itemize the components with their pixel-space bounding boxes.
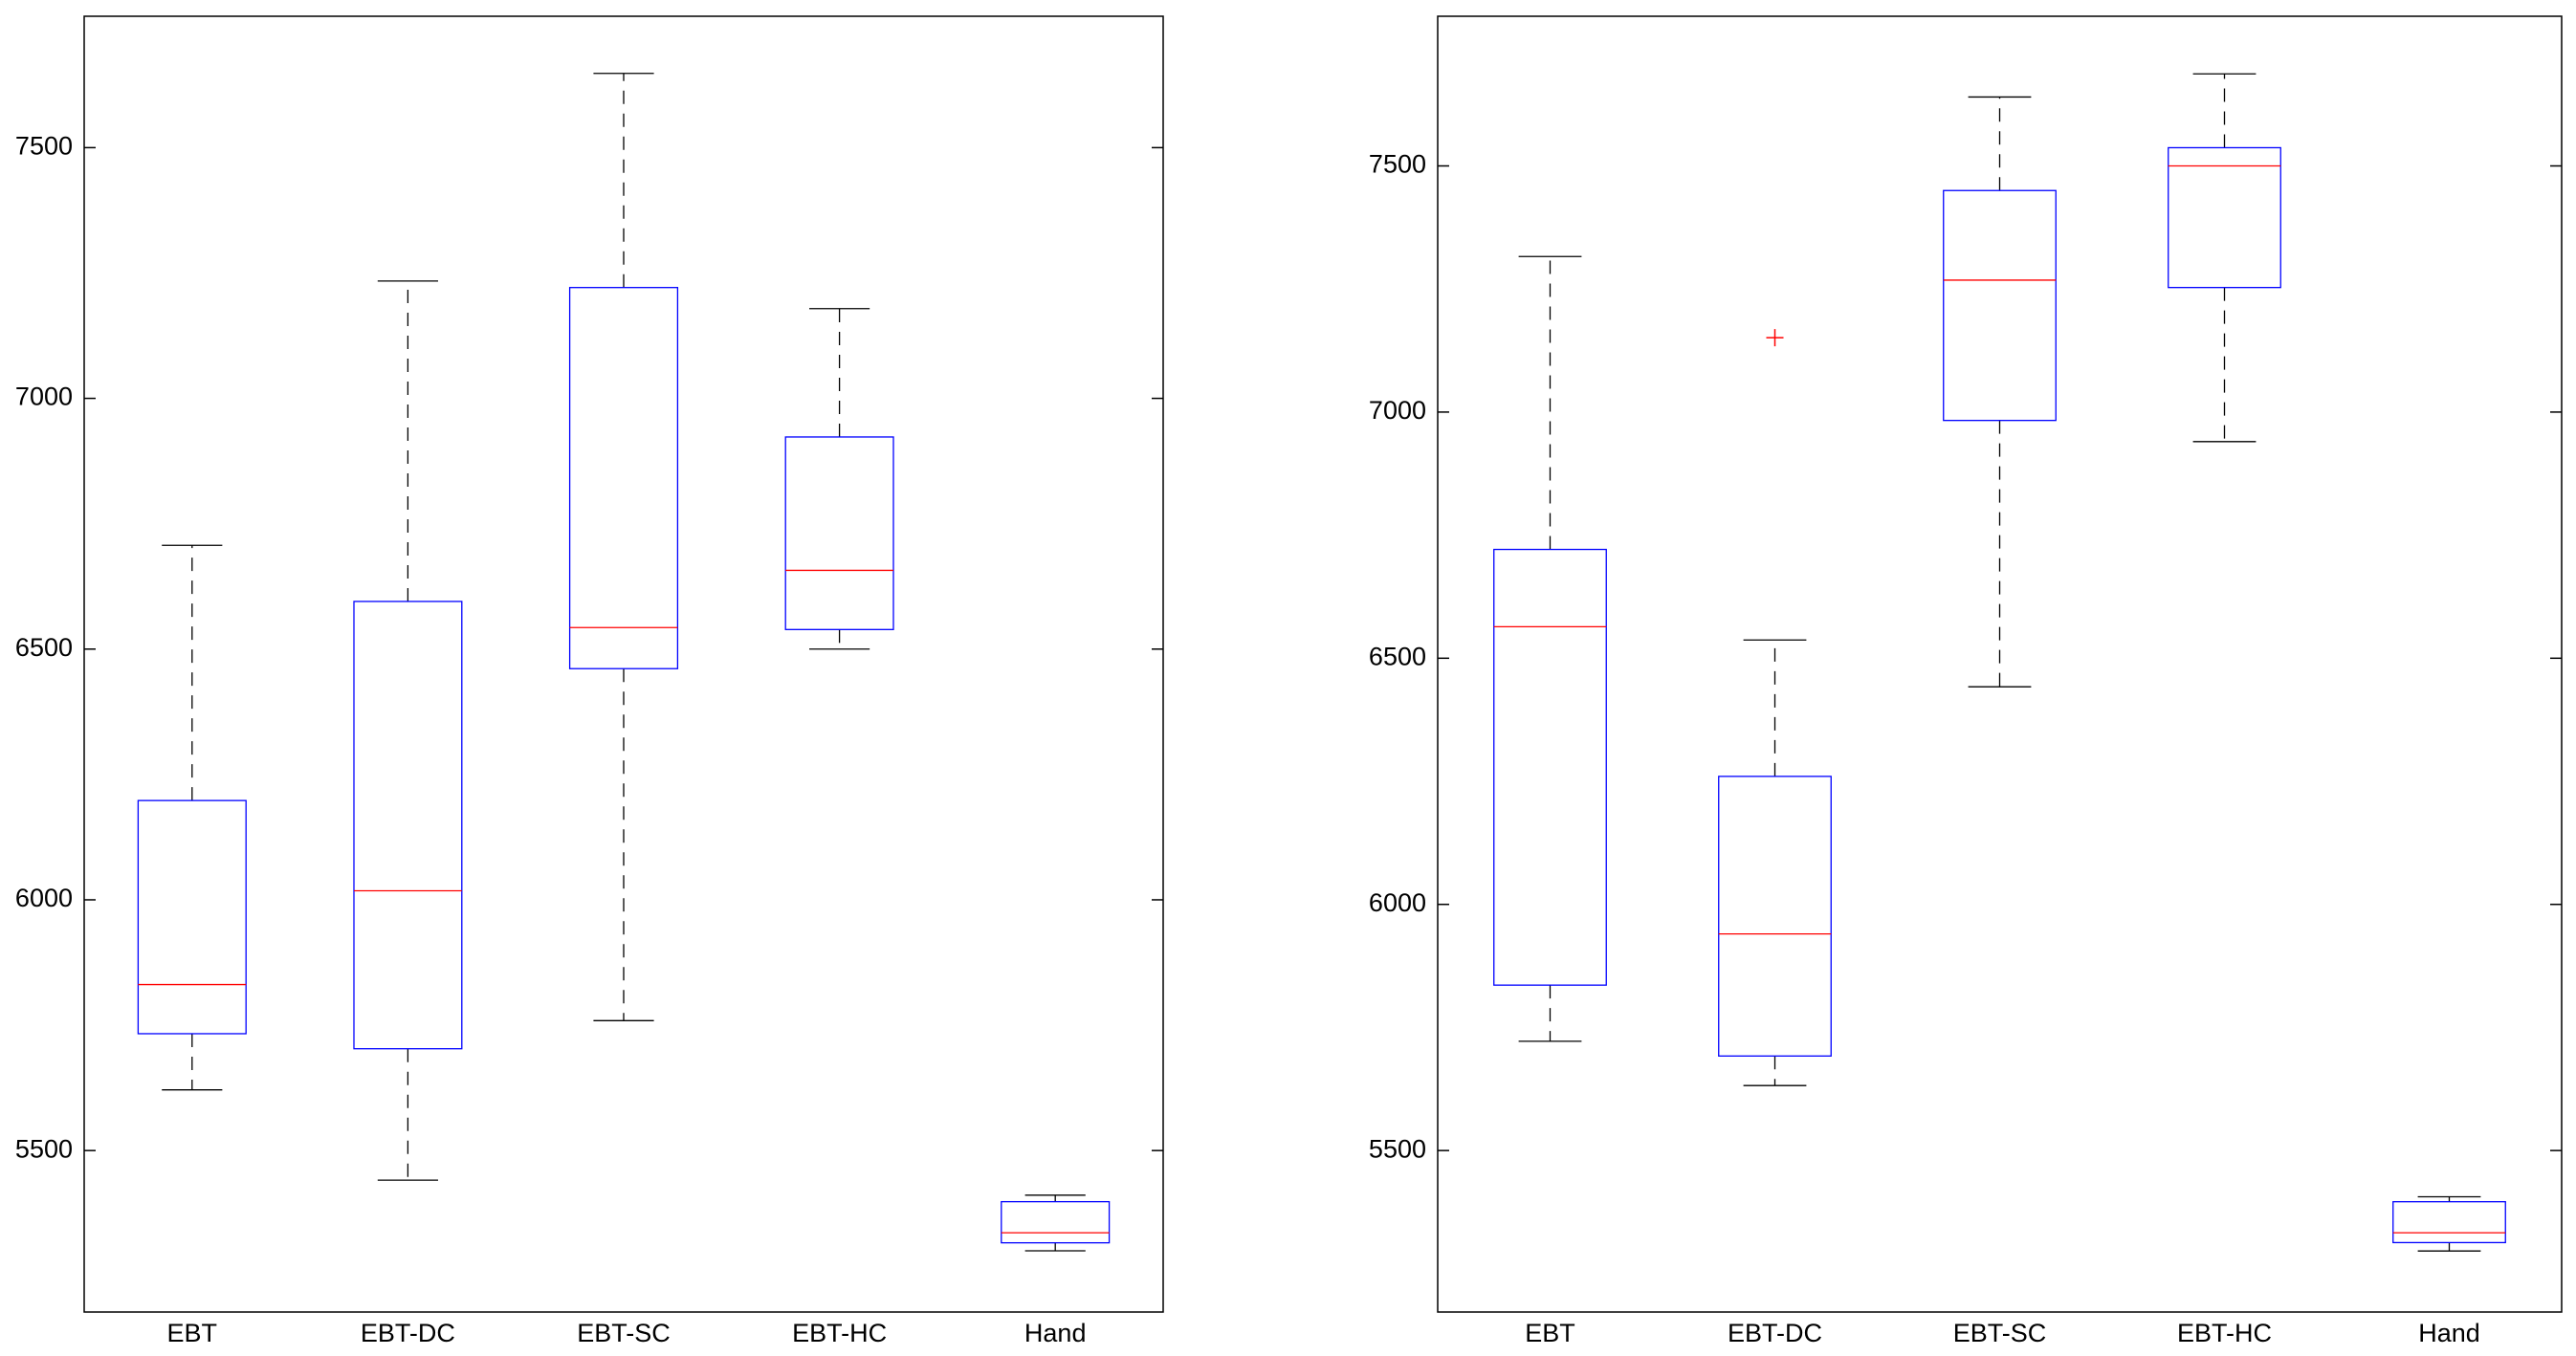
- outlier: [1766, 329, 1784, 347]
- y-tick-label: 7000: [15, 383, 73, 411]
- x-tick-label: Hand: [2418, 1319, 2480, 1347]
- x-tick-label: EBT: [167, 1319, 218, 1347]
- plot-frame: [83, 15, 1164, 1313]
- x-tick-label: EBT-HC: [2177, 1319, 2272, 1347]
- y-tick-label: 7000: [1369, 396, 1426, 425]
- box: [1493, 548, 1607, 986]
- plot-frame: [1437, 15, 2563, 1313]
- x-tick-label: EBT-HC: [792, 1319, 887, 1347]
- y-tick-label: 6000: [1369, 888, 1426, 917]
- y-tick-label: 6000: [15, 884, 73, 912]
- x-tick-label: EBT-SC: [577, 1319, 671, 1347]
- box: [568, 287, 679, 669]
- y-tick-label: 5500: [1369, 1134, 1426, 1163]
- x-tick-label: EBT-DC: [361, 1319, 455, 1347]
- box: [784, 436, 894, 630]
- x-tick-label: EBT-DC: [1728, 1319, 1822, 1347]
- box: [1718, 776, 1832, 1057]
- x-tick-label: EBT-SC: [1953, 1319, 2047, 1347]
- box: [2392, 1201, 2506, 1244]
- box: [137, 799, 247, 1035]
- x-tick-label: EBT: [1525, 1319, 1575, 1347]
- box: [353, 601, 463, 1050]
- x-tick-label: Hand: [1024, 1319, 1087, 1347]
- box: [1001, 1200, 1111, 1244]
- box: [1943, 189, 2057, 422]
- y-tick-label: 6500: [15, 633, 73, 662]
- y-tick-label: 6500: [1369, 642, 1426, 670]
- y-tick-label: 7500: [1369, 150, 1426, 179]
- y-tick-label: 5500: [15, 1134, 73, 1163]
- y-tick-label: 7500: [15, 132, 73, 161]
- box: [2168, 146, 2281, 289]
